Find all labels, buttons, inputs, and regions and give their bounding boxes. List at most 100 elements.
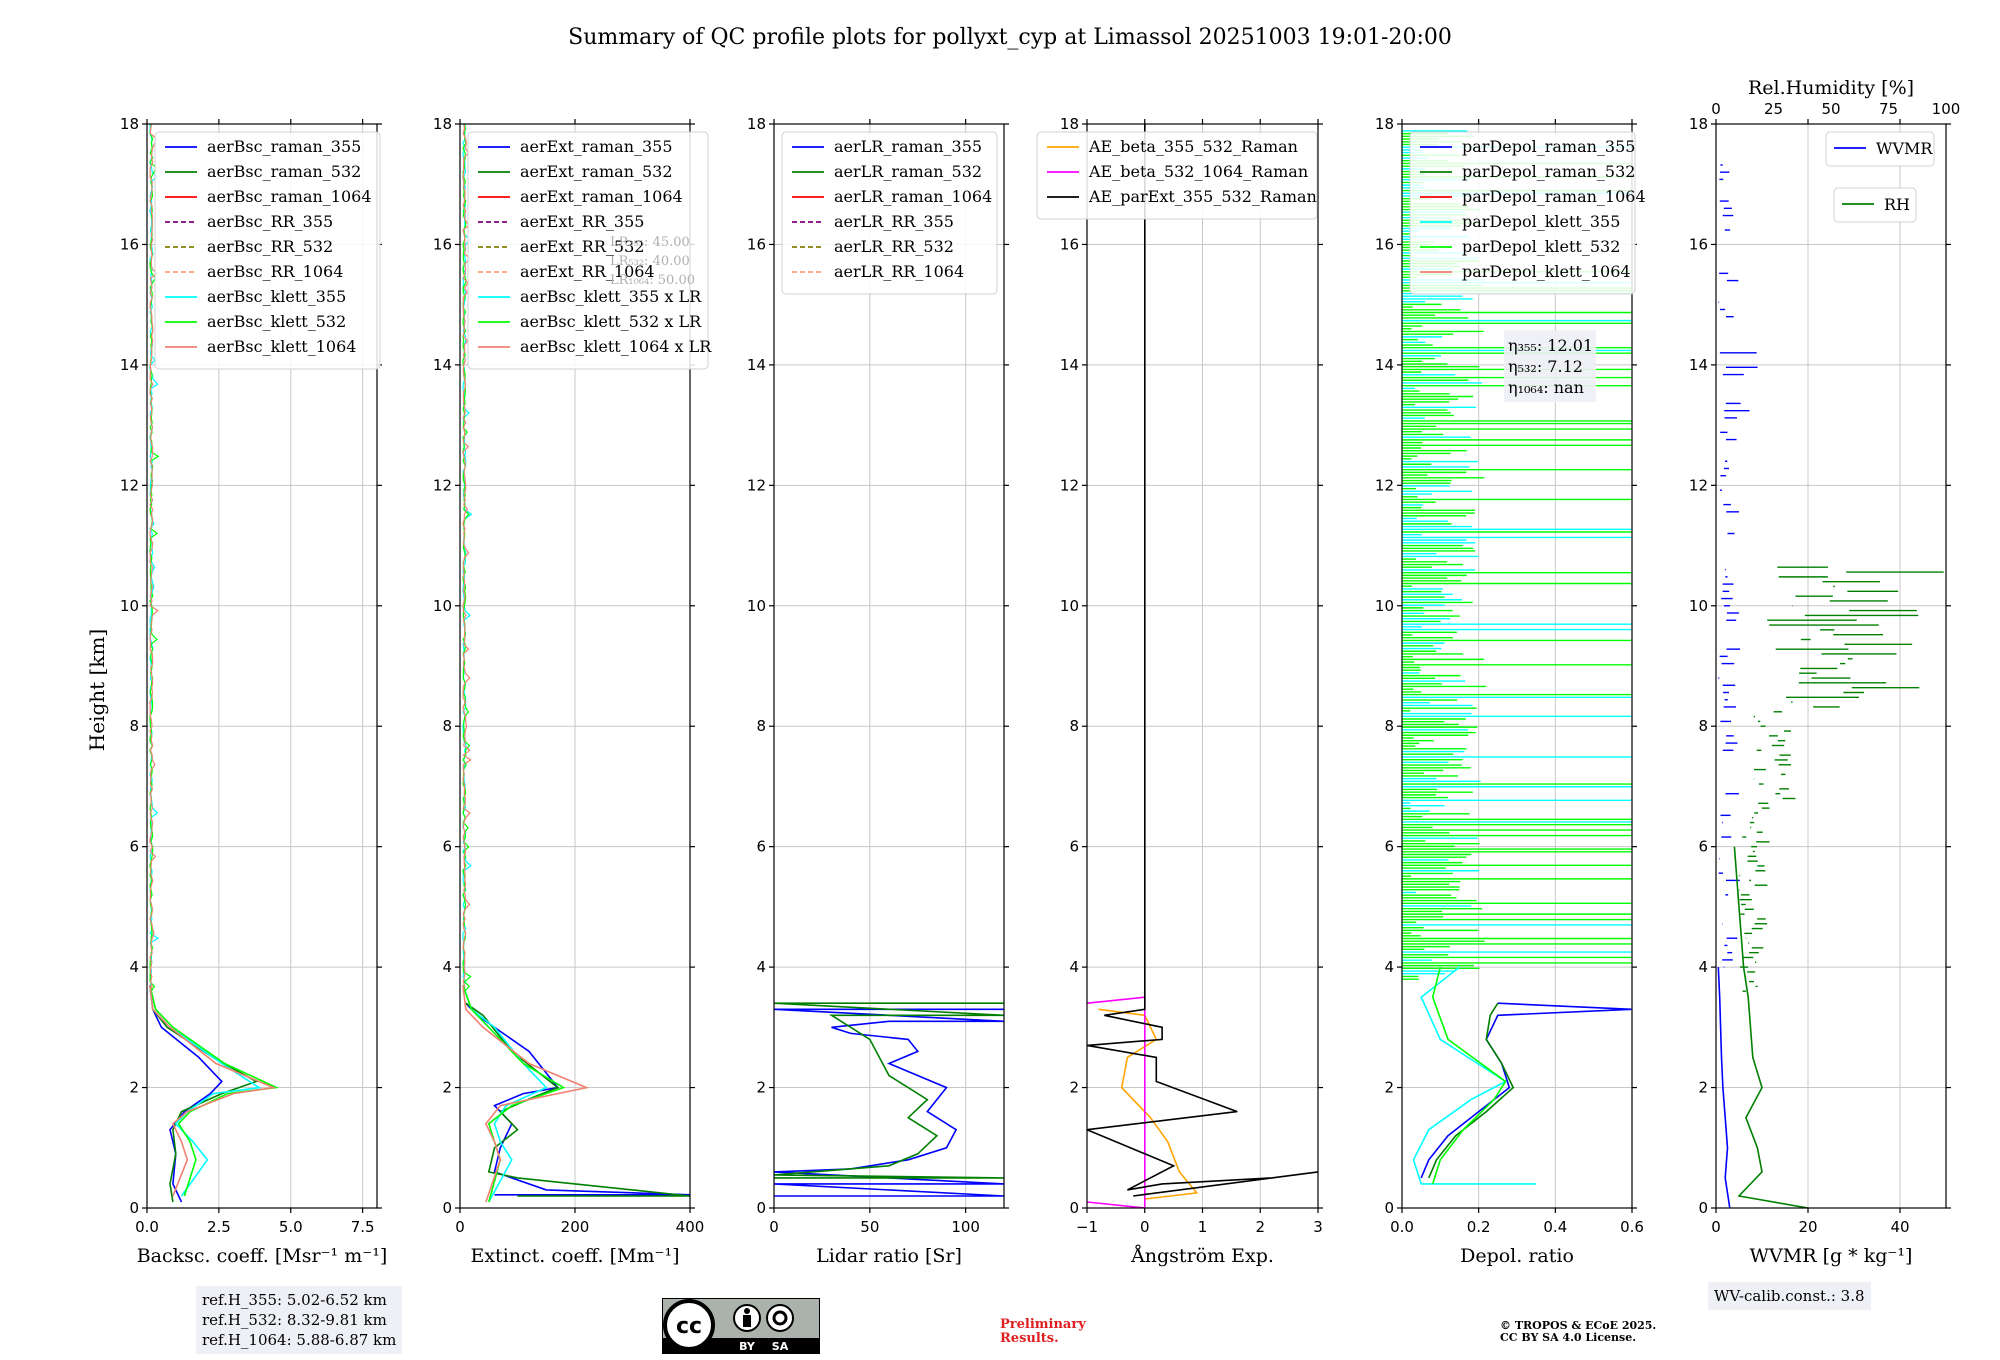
x-tick-label: 20 [1798,1218,1817,1236]
x-axis-label: Depol. ratio [1460,1245,1574,1267]
series-line-aerbsc-klett-1064-x-lr [462,985,590,1203]
copyright-line-1: © TROPOS & ECoE 2025. [1500,1319,1657,1332]
y-tick-label: 4 [1069,958,1079,976]
y-tick-label: 14 [1375,356,1394,374]
cc-logo-text: cc [676,1314,702,1339]
series-line-pardepol-klett-355 [1412,966,1537,1185]
y-tick-label: 18 [1689,115,1708,133]
legend-label: aerExt_raman_1064 [520,187,683,206]
x-tick-label: 40 [1890,1218,1909,1236]
axes-frame [773,123,1005,1209]
series-line-aerbsc-klett-1064 [149,985,277,1197]
series-group-ae [1087,124,1318,1208]
sa-label: SA [772,1340,789,1353]
y-tick-label: 0 [756,1199,766,1217]
series-line-pardepol-raman-355 [1420,1002,1632,1179]
ref-height-box: ref.H_355: 5.02-6.52 km ref.H_532: 8.32-… [196,1286,403,1354]
eta-label: η₁₀₆₄: nan [1508,378,1584,397]
y-tick-label: 2 [129,1079,139,1097]
ref-h-1064: ref.H_1064: 5.88-6.87 km [202,1331,397,1349]
top-x-tick-label: 25 [1764,100,1783,118]
series-group-bsc [149,124,280,1203]
series-line-aerbsc-raman-532 [149,985,259,1203]
top-x-tick-label: 75 [1879,100,1898,118]
legend-box [154,131,381,370]
y-tick-label: 10 [1689,597,1708,615]
legend-label: aerBsc_RR_532 [207,237,333,256]
legend-label: aerBsc_klett_532 x LR [520,312,702,331]
legend-label: parDepol_raman_1064 [1462,187,1646,206]
panel-bsc: 0 2 4 6 8 10 12 14 16 18 0.0 2.5 5.0 7.5 Backsc. coeff… [120,115,387,1267]
series-line-pardepol-klett-532 [1431,966,1507,1185]
y-tick-label: 2 [756,1079,766,1097]
y-tick-label: 6 [129,838,139,856]
y-tick-label: 16 [120,235,139,253]
y-tick-label: 0 [1069,1199,1079,1217]
x-axis-label: Ångström Exp. [1130,1245,1274,1267]
ref-h-355: ref.H_355: 5.02-6.52 km [202,1291,387,1309]
y-tick-label: 0 [1698,1199,1708,1217]
y-tick-label: 8 [129,717,139,735]
noise-trace-coral [149,124,159,992]
eta-label: η₃₅₅: 12.01 [1508,336,1593,355]
series-group-lr [774,1002,1004,1197]
legend-label: parDepol_klett_1064 [1462,262,1631,281]
x-tick-label: 0.2 [1467,1218,1491,1236]
y-tick-label: 10 [1375,597,1394,615]
legend-label: aerLR_RR_355 [834,212,954,231]
eta-box [1504,330,1596,402]
x-tick-label: 0.4 [1543,1218,1567,1236]
lr-annotation: LR₁₀₆₄: 50.00 [610,273,695,288]
y-tick-label: 2 [1069,1079,1079,1097]
y-tick-label: 16 [1060,235,1079,253]
legend-box [1036,131,1318,220]
x-tick-label: 0.6 [1620,1218,1644,1236]
y-tick-label: 12 [120,476,139,494]
y-tick-label: 10 [1060,597,1079,615]
legend-box-rh [1833,187,1917,223]
y-tick-label: 4 [1384,958,1394,976]
y-tick-label: 10 [433,597,452,615]
legend-label: aerBsc_klett_532 [207,312,346,331]
legend-label: aerBsc_raman_355 [207,137,361,156]
legend-label: AE_beta_532_1064_Raman [1088,162,1308,181]
axes-frame [146,123,378,1209]
series-line-wvmr [1717,967,1731,1208]
legend-label: aerBsc_raman_1064 [207,187,372,206]
panel-lr: 0 2 4 6 8 10 12 14 16 18 0 50 100 Lidar ratio [Sr] aer… [747,115,1009,1267]
sa-cycle-arc [772,1310,788,1326]
legend-box [781,131,998,295]
by-person-body [743,1315,751,1327]
legend-label-wvmr: WVMR [1876,139,1933,158]
legend-label: aerExt_raman_355 [520,137,673,156]
cc-license-badge: cc BY SA [662,1298,820,1354]
legend-label: aerLR_RR_532 [834,237,954,256]
x-axis-label: Lidar ratio [Sr] [816,1245,962,1267]
x-tick-label: 0.0 [1390,1218,1414,1236]
x-tick-label: 2 [1255,1218,1265,1236]
y-tick-label: 0 [442,1199,452,1217]
legend-label: aerExt_RR_355 [520,212,644,231]
y-tick-label: 18 [120,115,139,133]
x-tick-label: 0 [769,1218,779,1236]
y-tick-label: 4 [1698,958,1708,976]
y-tick-label: 8 [442,717,452,735]
series-line-aerbsc-klett-355-x-lr [462,984,548,1203]
legend-label: aerLR_raman_1064 [834,187,992,206]
series-line-aerbsc-raman-355 [149,985,223,1203]
y-tick-label: 4 [442,958,452,976]
y-tick-label: 18 [433,115,452,133]
series-line-aerlr-raman-355 [774,1008,1004,1197]
y-tick-label: 18 [747,115,766,133]
copyright-note: © TROPOS & ECoE 2025. CC BY SA 4.0 Licen… [1500,1320,1656,1344]
figure-title: Summary of QC profile plots for pollyxt_… [568,25,1452,50]
y-tick-label: 14 [747,356,766,374]
top-x-tick-label: 0 [1711,100,1721,118]
y-tick-label: 6 [756,838,766,856]
x-tick-label: 0 [455,1218,465,1236]
axes-frame [1715,123,1947,1209]
x-tick-label: 100 [951,1218,980,1236]
y-tick-label: 10 [120,597,139,615]
series-line-rh [1733,846,1809,1208]
x-tick-label: 0 [1140,1218,1150,1236]
